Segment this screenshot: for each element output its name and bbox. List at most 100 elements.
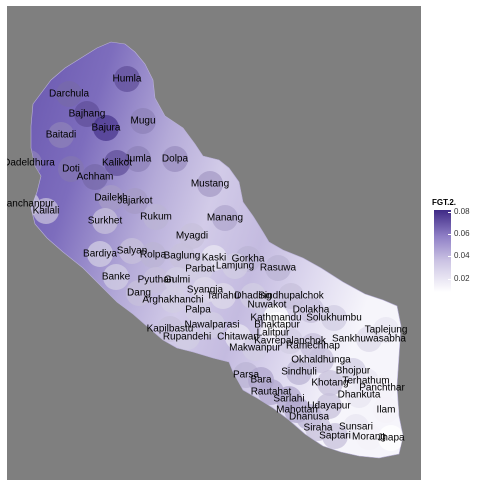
district-morang-region [356, 424, 382, 450]
district-baitadi-region [48, 122, 74, 148]
legend-title: FGT.2. [432, 198, 457, 207]
district-sindhupalchok-region [278, 283, 304, 309]
district-label-sindhuli: Sindhuli [281, 367, 317, 378]
district-label-sankhuwasabha: Sankhuwasabha [332, 334, 406, 345]
district-label-baitadi: Baitadi [46, 130, 77, 141]
district-label-nawalparasi: Nawalparasi [184, 320, 239, 331]
district-label-mustang: Mustang [191, 179, 229, 190]
district-label-kavrepalanchok: Kavrepalanchok [254, 336, 327, 347]
legend: FGT.2. 0.08 0.06 0.04 0.02 [432, 198, 498, 298]
district-udayapur-region [316, 393, 342, 419]
district-kavrepalanchok-region [277, 328, 303, 354]
district-nawalparasi-region [199, 312, 225, 338]
district-doti-region [58, 156, 84, 182]
district-label-dang: Dang [127, 288, 151, 299]
district-label-rupandehi: Rupandehi [163, 332, 211, 343]
district-label-nuwakot: Nuwakot [248, 300, 287, 311]
district-solukhumbu-region [321, 305, 347, 331]
district-label-bara: Bara [250, 375, 272, 386]
district-bajhang-region [74, 101, 100, 127]
nepal-choropleth-map: Humla Darchula Bajhang Mugu Bajura Baitadi Jum… [7, 41, 408, 459]
district-label-gorkha: Gorkha [232, 254, 265, 265]
district-label-mugu: Mugu [130, 116, 155, 127]
district-gulmi-region [164, 267, 190, 293]
district-shading [31, 66, 403, 451]
district-myagdi-region [179, 223, 205, 249]
district-khotang-region [317, 370, 343, 396]
district-label-sarlahi: Sarlahi [273, 394, 304, 405]
legend-colorbar [434, 210, 451, 292]
district-label-kalikot: Kalikot [102, 158, 132, 169]
district-manang-region [212, 205, 238, 231]
district-label-morang: Morang [352, 432, 386, 443]
district-label-dhading: Dhading [234, 291, 271, 302]
district-label-udayapur: Udayapur [307, 401, 351, 412]
district-label-bajura: Bajura [92, 123, 121, 134]
district-parbat-region [187, 256, 213, 282]
district-dolakha-region [298, 297, 324, 323]
district-label-siraha: Siraha [304, 423, 333, 434]
district-label-humla: Humla [113, 74, 142, 85]
district-label-kailali: Kailali [33, 206, 60, 217]
district-label-gulmi: Gulmi [164, 275, 190, 286]
district-dolpa-region [162, 146, 188, 172]
district-saptari-region [322, 423, 348, 449]
district-label-taplejung: Taplejung [365, 325, 408, 336]
district-kailali-region [33, 198, 59, 224]
district-label-tanahu: Tanahu [207, 291, 240, 302]
district-label-doti: Doti [62, 164, 80, 175]
district-label-kaski: Kaski [202, 253, 226, 264]
district-dhankuta-region [346, 382, 372, 408]
district-label-myagdi: Myagdi [176, 231, 208, 242]
district-label-dhanusa: Dhanusa [289, 412, 329, 423]
legend-tickmark [448, 256, 451, 257]
district-label-panchthar: Panchthar [359, 383, 405, 394]
district-dang-region [126, 280, 152, 306]
district-arghakhanchi-region [160, 287, 186, 313]
district-label-mahottari: Mahottari [276, 405, 318, 416]
district-panchthar-region [369, 375, 395, 401]
legend-tickmark [448, 234, 451, 235]
district-label-ramechhap: Ramechhap [286, 341, 340, 352]
district-tanahu-region [210, 283, 236, 309]
district-label-bardiya: Bardiya [83, 249, 117, 260]
district-label-banke: Banke [102, 272, 131, 283]
district-label-jumla: Jumla [125, 154, 152, 165]
district-rasuwa-region [265, 255, 291, 281]
district-lamjung-region [222, 253, 248, 279]
district-label-saptari: Saptari [319, 431, 351, 442]
district-label-surkhet: Surkhet [88, 216, 123, 227]
legend-tickmark [448, 279, 451, 280]
district-kalikot-region [104, 150, 130, 176]
district-banke-region [103, 264, 129, 290]
district-label-terhathum: Terhathum [342, 376, 389, 387]
district-humla-region [114, 66, 140, 92]
district-label-dailekh: Dailekh [94, 193, 127, 204]
district-mugu-region [130, 108, 156, 134]
district-label-arghakhanchi: Arghakhanchi [142, 295, 203, 306]
legend-tick-label: 0.08 [454, 207, 470, 216]
district-label-lalitpur: Lalitpur [257, 328, 290, 339]
district-label-okhaldhunga: Okhaldhunga [291, 355, 351, 366]
district-label-sunsari: Sunsari [339, 422, 373, 433]
district-label-kanchanpur: Kanchanpur [7, 199, 55, 210]
district-label-lamjung: Lamjung [216, 261, 254, 272]
district-rukum-region [143, 204, 169, 230]
district-label-rolpa: Rolpa [140, 250, 167, 261]
district-label-rautahat: Rautahat [251, 387, 292, 398]
district-label-syangja: Syangja [187, 285, 224, 296]
district-label-parbat: Parbat [185, 264, 215, 275]
district-label-kathmandu: Kathmandu [250, 313, 301, 324]
district-jajarkot-region [122, 188, 148, 214]
district-dailekh-region [98, 185, 124, 211]
district-label-solukhumbu: Solukhumbu [306, 313, 362, 324]
district-label-khotang: Khotang [311, 378, 348, 389]
district-achham-region [82, 164, 108, 190]
district-surkhet-region [92, 208, 118, 234]
district-label-bhaktapur: Bhaktapur [254, 320, 300, 331]
district-label-dadeldhura: Dadeldhura [7, 158, 55, 169]
district-label-palpa: Palpa [185, 305, 211, 316]
district-jhapa-region [378, 425, 403, 451]
legend-tick-label: 0.02 [454, 274, 470, 283]
district-label-ilam: Ilam [377, 405, 396, 416]
